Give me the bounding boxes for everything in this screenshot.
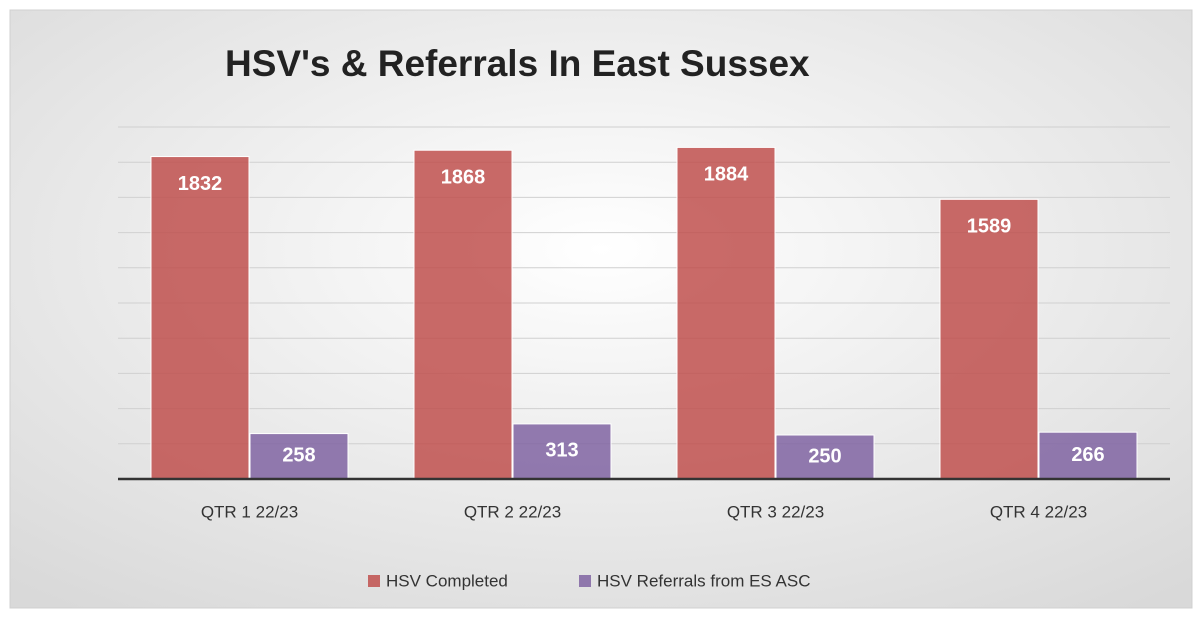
bar [676,146,776,480]
legend-swatch [368,575,380,587]
bar [775,434,875,480]
x-tick-label: QTR 1 22/23 [201,502,298,521]
x-tick-label: QTR 3 22/23 [727,502,824,521]
bar [939,198,1039,480]
data-label: 250 [808,445,841,467]
bar [413,149,513,480]
legend-swatch [579,575,591,587]
x-tick-label: QTR 2 22/23 [464,502,561,521]
data-label: 313 [545,440,578,462]
legend-label: HSV Completed [386,571,508,590]
bar [249,433,349,480]
data-label: 1868 [441,167,486,189]
bar [512,423,612,480]
data-label: 1884 [704,164,749,186]
x-tick-label: QTR 4 22/23 [990,502,1087,521]
bar [150,156,250,480]
bar [1038,431,1138,480]
chart-title: HSV's & Referrals In East Sussex [225,43,810,84]
data-label: 1589 [967,216,1012,238]
data-label: 1832 [178,173,223,195]
legend-label: HSV Referrals from ES ASC [597,571,811,590]
data-label: 258 [282,445,315,467]
data-label: 266 [1071,444,1104,466]
